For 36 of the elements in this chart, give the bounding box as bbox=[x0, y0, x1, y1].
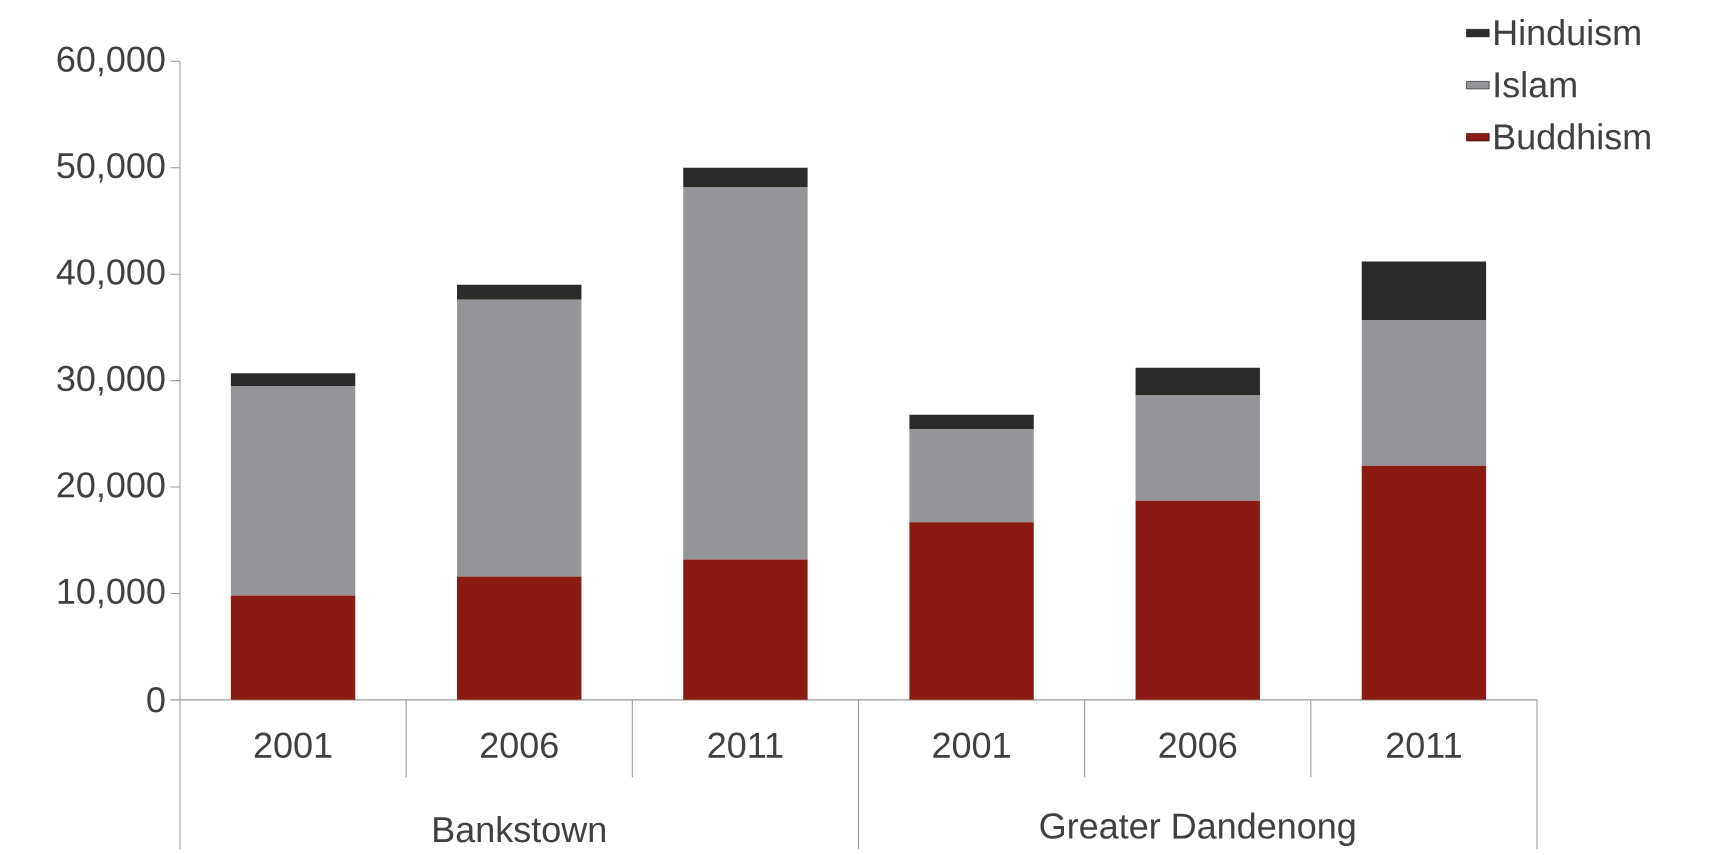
bar bbox=[909, 522, 1034, 701]
x-tick-label: 2011 bbox=[1387, 732, 1461, 759]
y-tick-label: 10,000 bbox=[58, 578, 165, 609]
bar bbox=[909, 429, 1034, 523]
legend-label: Islam bbox=[1495, 71, 1576, 98]
x-tick-label: 2011 bbox=[708, 732, 783, 759]
text: Greater Dandenong bbox=[1040, 812, 1355, 847]
x-tick-label: 2001 bbox=[254, 732, 332, 759]
bar bbox=[1135, 501, 1260, 701]
bar bbox=[1135, 395, 1260, 502]
bar bbox=[909, 414, 1034, 430]
bar bbox=[1361, 261, 1487, 321]
bar bbox=[1361, 320, 1487, 466]
bar bbox=[457, 299, 582, 577]
bar bbox=[230, 373, 356, 387]
x-tick-label: 2006 bbox=[1159, 732, 1237, 759]
x-tick-label: 2006 bbox=[481, 732, 558, 759]
bar bbox=[1361, 465, 1487, 701]
legend-label: Buddhism bbox=[1495, 123, 1650, 150]
bar bbox=[230, 386, 356, 596]
y-tick-label: 30,000 bbox=[57, 365, 165, 396]
bar bbox=[683, 168, 808, 188]
legend-label: Hinduism bbox=[1495, 19, 1640, 46]
bar bbox=[457, 576, 582, 701]
y-tick-label: 50,000 bbox=[57, 153, 165, 183]
bar bbox=[1135, 368, 1260, 396]
y-tick-label: 0 bbox=[147, 687, 165, 713]
bar bbox=[683, 559, 808, 701]
bar bbox=[230, 595, 356, 701]
x-tick-label: 2001 bbox=[933, 732, 1010, 759]
text: Bankstown bbox=[434, 816, 605, 843]
bar bbox=[457, 285, 582, 300]
y-tick-label: 20,000 bbox=[57, 472, 165, 503]
y-tick-label: 40,000 bbox=[56, 259, 165, 290]
bar bbox=[683, 187, 808, 560]
y-tick-label: 60,000 bbox=[57, 46, 165, 77]
